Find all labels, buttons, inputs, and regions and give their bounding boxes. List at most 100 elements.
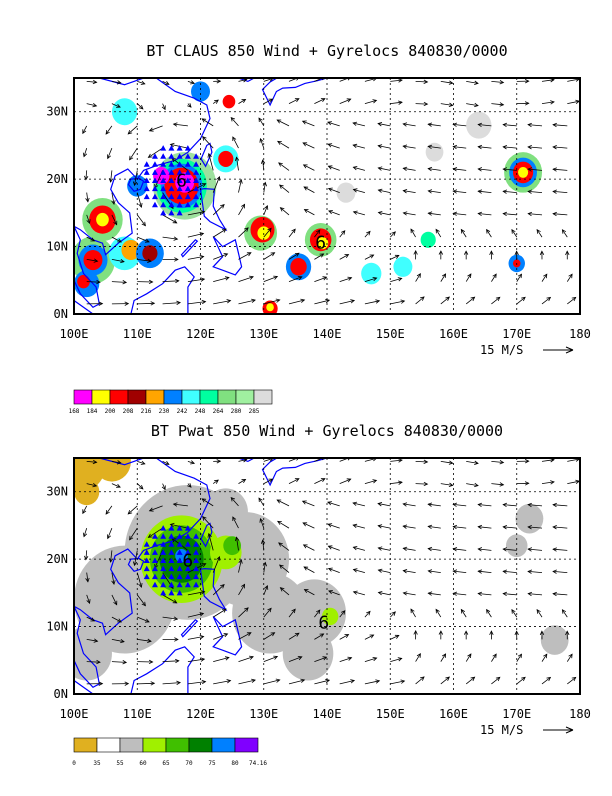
wind-vector	[280, 208, 289, 215]
wind-vector	[84, 550, 88, 559]
wind-vector	[428, 547, 441, 551]
marker-triangle	[160, 145, 166, 151]
colorbar-label: 168	[69, 408, 80, 415]
gyre-marker: 6	[182, 550, 193, 571]
colorbar-swatch	[200, 390, 218, 404]
wind-vector	[340, 99, 351, 104]
field-blob	[515, 504, 543, 534]
wind-vector	[365, 635, 374, 639]
wind-vector	[537, 230, 542, 237]
colorbar-swatch	[182, 390, 200, 404]
wind-vector	[491, 274, 496, 282]
wind-vector	[478, 570, 491, 574]
wind-vector	[107, 528, 112, 538]
x-tick-label: 160E	[439, 327, 468, 341]
wind-vector	[259, 498, 264, 506]
wind-vector	[567, 677, 575, 684]
wind-vector	[414, 251, 418, 260]
wind-vector	[213, 80, 220, 84]
wind-vector	[328, 122, 340, 126]
wind-vector	[553, 525, 567, 529]
wind-vector	[137, 215, 145, 226]
claus-panel: BT CLAUS 850 Wind + Gyrelocs 840830/0000…	[46, 42, 591, 415]
wind-vector	[478, 212, 491, 216]
wind-vector	[441, 461, 453, 465]
wind-vector	[365, 657, 377, 661]
wind-vector	[203, 137, 214, 148]
wind-vector	[567, 297, 575, 304]
colorbar-swatch	[164, 390, 182, 404]
y-tick-label: 10N	[46, 240, 68, 254]
wind-vector	[213, 229, 226, 237]
wind-vector	[453, 145, 466, 149]
wind-vector	[264, 679, 280, 684]
colorbar-swatch	[120, 738, 143, 752]
wind-vector	[329, 210, 340, 215]
wind-vector	[517, 297, 525, 304]
wind-vector	[340, 300, 355, 304]
wind-vector	[553, 123, 567, 127]
wind-vector	[239, 180, 243, 193]
wind-vector	[264, 206, 268, 215]
wind-vector	[416, 677, 424, 684]
wind-vector	[411, 609, 416, 617]
wind-vector	[83, 148, 87, 157]
x-tick-label: 120E	[186, 327, 215, 341]
wind-vector	[390, 658, 401, 662]
wind-vector	[328, 144, 340, 149]
wind-vector	[403, 547, 415, 551]
wind-vector	[328, 546, 339, 551]
wind-vector	[416, 460, 428, 464]
wind-vector	[213, 100, 218, 104]
wind-vector	[491, 654, 496, 662]
wind-vector	[365, 480, 377, 484]
wind-vector	[466, 461, 478, 465]
wind-vector	[491, 460, 503, 464]
wind-vector	[542, 297, 550, 304]
wind-vector	[353, 524, 365, 528]
wind-vector	[512, 610, 517, 617]
y-tick-label: 0N	[54, 307, 68, 321]
wind-vector	[503, 570, 517, 574]
wind-vector	[466, 274, 471, 282]
colorbar-label: 285	[249, 408, 260, 415]
wind-vector	[289, 679, 304, 684]
wind-vector	[466, 483, 478, 487]
wind-vector	[503, 503, 517, 507]
wind-vector	[112, 660, 126, 664]
coastline	[131, 267, 194, 314]
colorbar-label: 230	[159, 408, 170, 415]
y-tick-label: 20N	[46, 172, 68, 186]
colorbar-label: 264	[213, 408, 224, 415]
x-tick-label: 140E	[313, 707, 342, 721]
colorbar-label: 216	[141, 408, 152, 415]
colorbar-swatch	[235, 738, 258, 752]
wind-vector	[453, 503, 466, 507]
wind-vector	[239, 679, 256, 684]
wind-vector	[567, 100, 579, 104]
wind-vector	[277, 120, 289, 126]
wind-vector	[277, 500, 289, 506]
wind-vector	[453, 525, 466, 529]
wind-vector	[328, 166, 339, 171]
wind-vector	[453, 592, 466, 596]
wind-vector	[340, 657, 352, 662]
field-blob	[426, 143, 444, 162]
colorbar-label: 75	[208, 760, 216, 767]
wind-vector	[378, 525, 390, 529]
wind-vector	[150, 126, 163, 131]
x-tick-label: 110E	[123, 707, 152, 721]
wind-vector	[491, 297, 499, 304]
colorbar-swatch	[74, 738, 97, 752]
wind-vector	[517, 102, 529, 106]
wind-vector	[411, 229, 416, 237]
pwat-panel: BT Pwat 850 Wind + Gyrelocs 840830/0000 …	[46, 422, 591, 767]
wind-vector	[439, 631, 443, 639]
wind-vector	[353, 144, 365, 148]
wind-vector	[213, 657, 229, 662]
colorbar-swatch	[97, 738, 120, 752]
wind-vector	[163, 258, 178, 262]
wind-vector	[464, 251, 468, 259]
wind-vector	[478, 168, 491, 172]
